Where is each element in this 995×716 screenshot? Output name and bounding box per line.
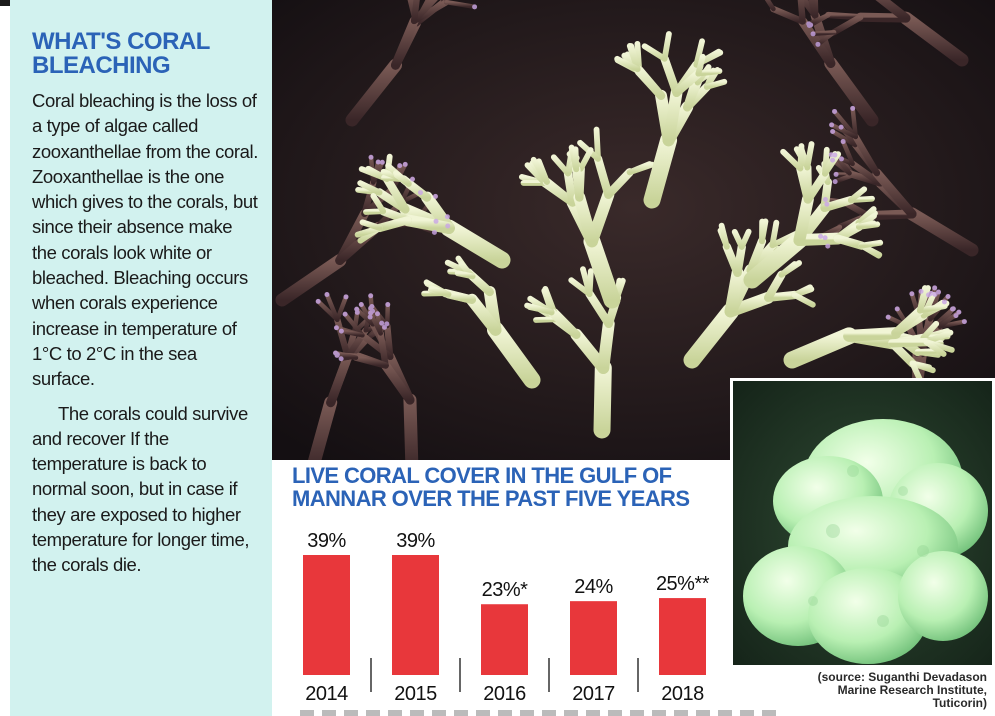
category-label-2014: 2014 bbox=[305, 683, 348, 705]
bar-2018 bbox=[659, 598, 706, 675]
value-label-2017: 24% bbox=[574, 576, 613, 598]
bar-2015 bbox=[392, 555, 439, 675]
source-line-1: (source: Suganthi Devadason bbox=[817, 670, 987, 684]
explainer-heading: WHAT'S CORAL BLEACHING bbox=[32, 28, 210, 79]
chart-plot: 39% 2014 39% 2015 23%* 2016 24% 2017 25%** 2018 bbox=[303, 530, 710, 705]
chart-title: LIVE CORAL COVER IN THE GULF OF MANNAR O… bbox=[292, 463, 690, 511]
value-label-2014: 39% bbox=[307, 530, 346, 552]
explainer-paragraph-1: Coral bleaching is the loss of a type of… bbox=[32, 90, 258, 390]
source-note: (source: Suganthi Devadason Marine Resea… bbox=[727, 671, 987, 710]
source-line-3: Tuticorin) bbox=[932, 696, 987, 710]
bar-2016 bbox=[481, 604, 528, 675]
source-line-2: Marine Research Institute, bbox=[837, 683, 987, 697]
explainer-panel: WHAT'S CORAL BLEACHING Coral bleaching i… bbox=[10, 0, 272, 716]
coral-head-photo bbox=[730, 378, 995, 668]
category-label-2015: 2015 bbox=[394, 683, 437, 705]
coral-cover-chart: LIVE CORAL COVER IN THE GULF OF MANNAR O… bbox=[272, 460, 730, 716]
category-label-2017: 2017 bbox=[572, 683, 615, 705]
value-label-2016: 23%* bbox=[482, 579, 529, 601]
explainer-paragraph-2: The corals could survive and recover If … bbox=[32, 402, 250, 576]
cropped-footnote bbox=[300, 710, 780, 716]
category-label-2016: 2016 bbox=[483, 683, 526, 705]
category-label-2018: 2018 bbox=[661, 683, 704, 705]
value-label-2018: 25%** bbox=[656, 573, 710, 595]
bar-2017 bbox=[570, 601, 617, 675]
value-label-2015: 39% bbox=[396, 530, 435, 552]
bar-2014 bbox=[303, 555, 350, 675]
